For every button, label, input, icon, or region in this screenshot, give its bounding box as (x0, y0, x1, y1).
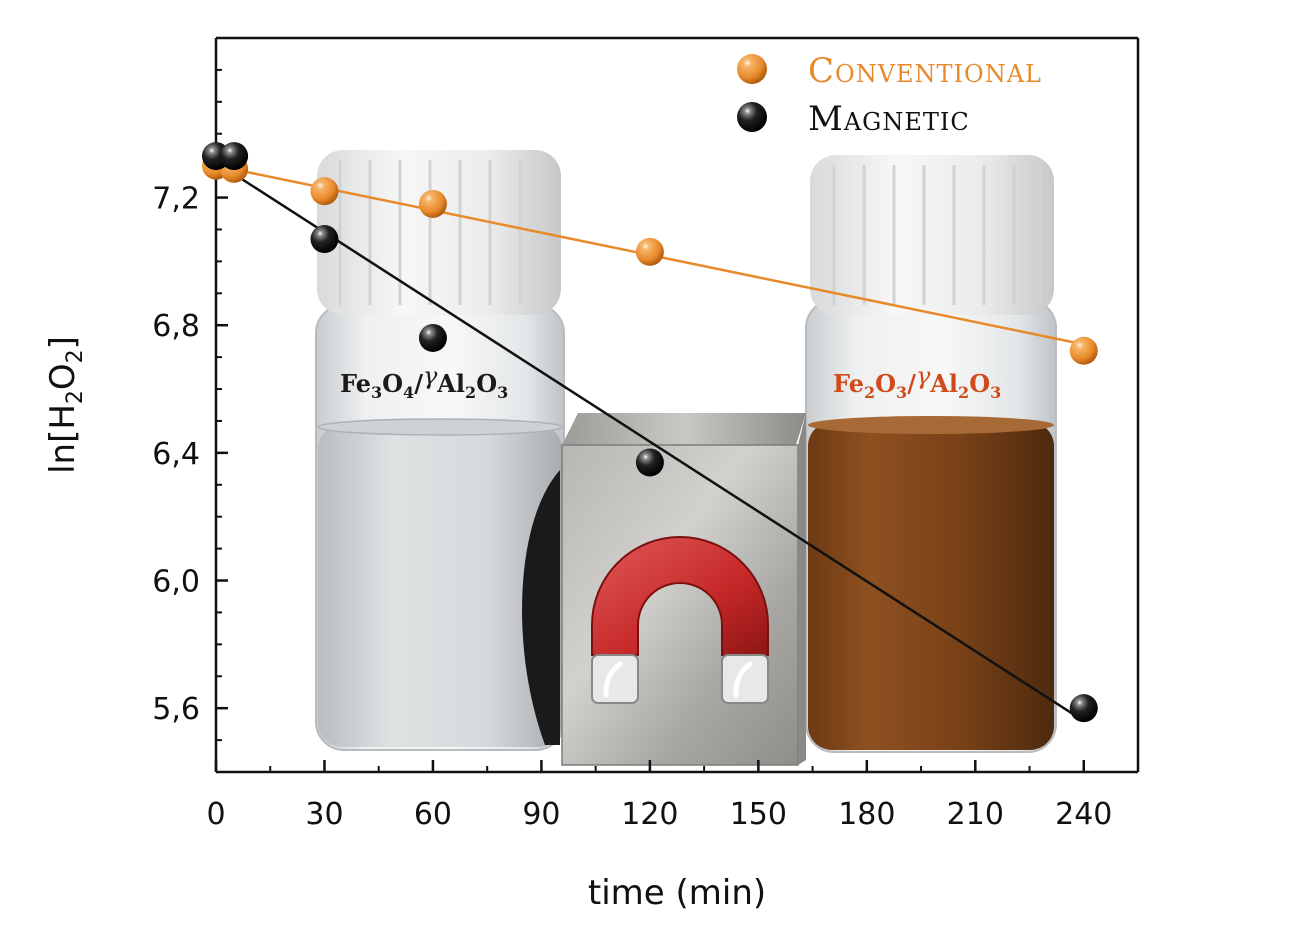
legend-marker-conventional (737, 54, 767, 84)
data-point-conventional (1069, 336, 1098, 365)
magnet-block (561, 413, 806, 766)
x-ticks: 0 30 60 90 120 150 180 210 240 (206, 760, 1112, 832)
data-point-magnetic (418, 323, 447, 352)
horseshoe-magnet-icon (591, 536, 769, 704)
data-points (202, 142, 1098, 723)
x-tick-label: 60 (414, 797, 452, 832)
legend: Conventional Magnetic (737, 51, 1042, 139)
left-vial (315, 150, 565, 751)
legend-label-magnetic: Magnetic (808, 99, 970, 139)
x-tick-label: 240 (1055, 797, 1112, 832)
y-tick-label: 6,0 (152, 565, 200, 600)
x-tick-label: 210 (947, 797, 1004, 832)
data-point-magnetic (635, 448, 664, 477)
x-tick-label: 120 (621, 797, 678, 832)
x-tick-label: 30 (305, 797, 343, 832)
legend-label-conventional: Conventional (808, 51, 1042, 91)
vials-photo (315, 150, 1057, 766)
x-tick-label: 0 (206, 797, 225, 832)
legend-marker-magnetic (737, 102, 767, 132)
fit-line-magnetic (215, 161, 1085, 722)
data-point-conventional (635, 237, 664, 266)
data-point-magnetic (220, 142, 249, 171)
y-axis-title: ln[H2O2] (43, 336, 88, 474)
data-point-magnetic (1069, 694, 1098, 723)
right-vial-label: Fe2O3/γAl2O3 (833, 362, 1001, 402)
x-tick-label: 180 (838, 797, 895, 832)
y-tick-label: 6,8 (152, 309, 200, 344)
data-point-magnetic (310, 225, 339, 254)
y-tick-label: 6,4 (152, 437, 200, 472)
right-vial (805, 155, 1057, 753)
y-ticks: 5,6 6,0 6,4 6,8 7,2 (152, 37, 228, 773)
left-vial-label: Fe3O4/γAl2O3 (340, 362, 508, 402)
x-tick-label: 90 (522, 797, 560, 832)
x-axis-title: time (min) (588, 873, 766, 913)
data-point-conventional (310, 177, 339, 206)
y-tick-label: 7,2 (152, 182, 200, 217)
x-tick-label: 150 (730, 797, 787, 832)
data-point-conventional (418, 189, 447, 218)
y-tick-label: 5,6 (152, 692, 200, 727)
